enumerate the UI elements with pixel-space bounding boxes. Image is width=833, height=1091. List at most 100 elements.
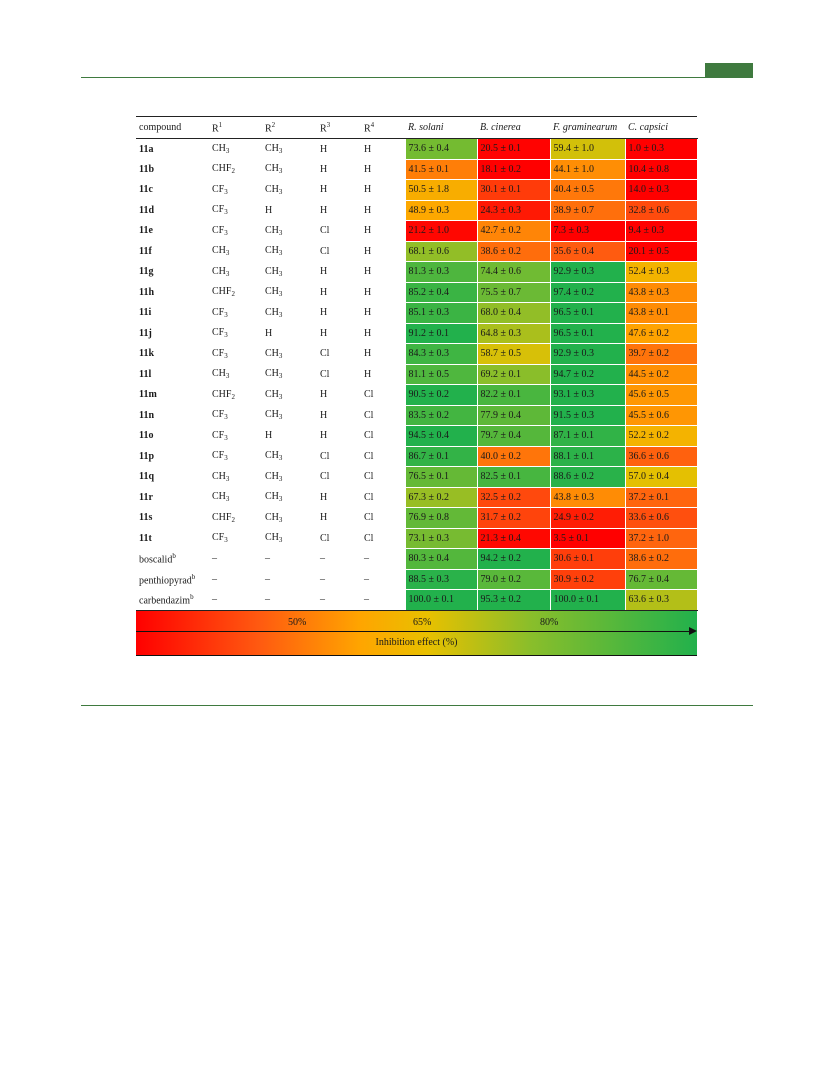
r1-subscript: 3 xyxy=(225,372,230,381)
inhibition-c-capsici: 14.0 ± 0.3 xyxy=(624,179,698,201)
r2-subscript: 3 xyxy=(278,167,283,176)
r1-subscript: 3 xyxy=(224,536,228,545)
inhibition-f-graminearum: 92.9 ± 0.3 xyxy=(549,261,626,283)
compound-name: 11n xyxy=(139,409,155,421)
r1-subscript: 3 xyxy=(224,454,228,463)
r1-text: CF xyxy=(212,183,225,195)
inhibition-b-cinerea: 32.5 ± 0.2 xyxy=(476,486,551,508)
legend-label: Inhibition effect (%) xyxy=(375,636,458,648)
compound-cell: 11l xyxy=(136,364,209,385)
compound-cell: 11n xyxy=(136,405,209,426)
substituent-r1: CF3 xyxy=(209,323,262,344)
inhibition-r-solani: 80.3 ± 0.4 xyxy=(404,548,478,570)
substituent-r4: H xyxy=(361,139,405,160)
substituent-r3: H xyxy=(317,282,361,303)
substituent-r1: – xyxy=(209,569,262,590)
substituent-r3: H xyxy=(317,303,361,324)
substituent-r2: H xyxy=(262,426,317,447)
substituent-r3: Cl xyxy=(317,344,361,365)
table-body: 11a CH3 CH3 H H 73.6 ± 0.4 20.5 ± 0.1 59.4 ± 1.… xyxy=(136,138,698,611)
r2-subscript: 3 xyxy=(278,372,283,381)
inhibition-b-cinerea: 42.7 ± 0.2 xyxy=(476,220,551,242)
inhibition-c-capsici: 32.8 ± 0.6 xyxy=(624,199,698,221)
r1-text: – xyxy=(212,594,217,605)
table-row: 11d CF3 H H H 48.9 ± 0.3 24.3 ± 0.3 38.9 ± 0.7 3… xyxy=(136,199,698,221)
r1-text: – xyxy=(212,573,217,585)
compound-name: 11m xyxy=(139,389,157,401)
inhibition-c-capsici: 10.4 ± 0.8 xyxy=(624,158,698,180)
compound-cell: 11b xyxy=(136,159,209,180)
table-row: 11s CHF2 CH3 H Cl 76.9 ± 0.8 31.7 ± 0.2 24.9 ± … xyxy=(136,507,698,529)
inhibition-f-graminearum: 87.1 ± 0.1 xyxy=(549,425,626,447)
r4-text: Cl xyxy=(364,409,374,421)
r1-text: CF xyxy=(212,532,225,544)
substituent-r1: – xyxy=(209,549,262,570)
compound-name: 11s xyxy=(139,512,153,524)
r1-subscript: 2 xyxy=(231,392,235,401)
r1-text: CH xyxy=(212,470,226,482)
r2-text: CH xyxy=(265,368,279,380)
header-r1: R1 xyxy=(209,116,262,139)
r1-text: CH xyxy=(212,491,226,503)
substituent-r3: Cl xyxy=(317,221,361,242)
r4-text: H xyxy=(364,307,372,319)
substituent-r3: H xyxy=(317,323,361,344)
r1-subscript: 2 xyxy=(231,167,235,176)
table-row: 11n CF3 CH3 H Cl 83.5 ± 0.2 77.9 ± 0.4 91.5 ± 0… xyxy=(136,404,698,426)
substituent-r1: CF3 xyxy=(209,446,262,467)
substituent-r4: – xyxy=(361,569,405,590)
r1-subscript: 3 xyxy=(224,208,228,217)
substituent-r3: H xyxy=(317,262,361,283)
header-rule xyxy=(81,77,753,78)
r2-subscript: 3 xyxy=(278,392,283,401)
compound-cell: 11k xyxy=(136,344,209,365)
r4-text: – xyxy=(364,573,369,585)
color-scale-legend: 50% 65% 80% Inhibition effect (%) xyxy=(136,610,697,656)
header-f-graminearum: F. graminearum xyxy=(550,116,625,139)
r2-text: H xyxy=(265,327,273,339)
compound-name: 11p xyxy=(139,450,155,462)
header-r3-label: R xyxy=(320,123,327,135)
substituent-r1: CF3 xyxy=(209,344,262,365)
r3-text: Cl xyxy=(320,225,330,237)
r4-text: Cl xyxy=(364,491,374,503)
r2-subscript: 3 xyxy=(278,495,283,504)
r4-text: H xyxy=(364,368,372,380)
substituent-r3: H xyxy=(317,508,361,529)
inhibition-r-solani: 100.0 ± 0.1 xyxy=(404,589,478,611)
r2-subscript: 3 xyxy=(278,413,283,422)
inhibition-f-graminearum: 35.6 ± 0.4 xyxy=(549,240,626,262)
table-row: 11g CH3 CH3 H H 81.3 ± 0.3 74.4 ± 0.6 92.9 ± 0.… xyxy=(136,261,698,283)
substituent-r3: H xyxy=(317,426,361,447)
substituent-r3: Cl xyxy=(317,467,361,488)
compound-cell: 11r xyxy=(136,487,209,508)
compound-cell: 11j xyxy=(136,323,209,344)
compound-name: 11j xyxy=(139,327,152,339)
r1-subscript: 2 xyxy=(231,515,235,524)
substituent-r3: – xyxy=(317,569,361,590)
r1-text: CF xyxy=(212,327,225,339)
substituent-r1: CF3 xyxy=(209,221,262,242)
inhibition-f-graminearum: 30.6 ± 0.1 xyxy=(549,548,626,570)
r3-text: H xyxy=(320,430,328,442)
table-row: 11c CF3 CH3 H H 50.5 ± 1.8 30.1 ± 0.1 40.4 ± 0.… xyxy=(136,179,698,201)
r2-subscript: 3 xyxy=(278,290,283,299)
r1-subscript: 3 xyxy=(225,147,230,155)
r3-text: H xyxy=(320,389,328,401)
r3-text: – xyxy=(320,594,325,605)
r3-text: Cl xyxy=(320,245,330,257)
r3-text: Cl xyxy=(320,450,330,462)
footer-rule xyxy=(81,705,753,706)
compound-name: 11t xyxy=(139,532,152,544)
r3-text: H xyxy=(320,491,328,503)
r1-text: CHF xyxy=(212,511,232,523)
r2-subscript: 3 xyxy=(278,269,283,278)
inhibition-r-solani: 73.6 ± 0.4 xyxy=(404,138,478,160)
r3-text: H xyxy=(320,184,328,196)
substituent-r4: Cl xyxy=(361,487,405,508)
legend-tick-80: 80% xyxy=(540,616,559,628)
substituent-r3: – xyxy=(317,589,361,611)
r2-text: CH xyxy=(265,532,279,544)
substituent-r1: CHF2 xyxy=(209,159,262,180)
compound-name: boscalid xyxy=(139,554,173,566)
